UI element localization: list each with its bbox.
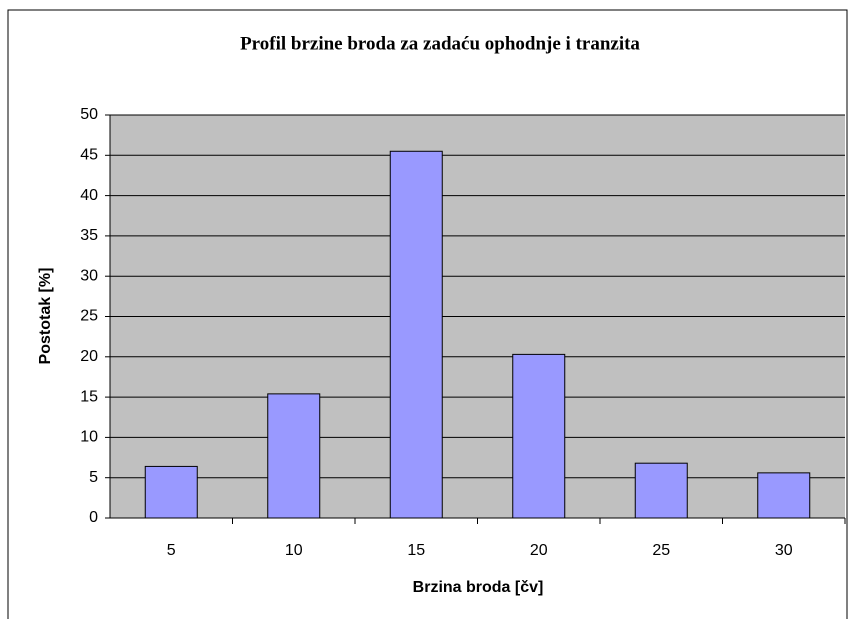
chart-frame [7,9,848,619]
bar [634,462,688,519]
y-tick-label: 10 [80,429,98,446]
x-tick-label: 10 [285,542,303,559]
y-tick-label: 15 [80,388,98,405]
y-tick-label: 25 [80,308,98,325]
y-tick-label: 30 [80,267,98,284]
bar [267,393,321,519]
y-tick-label: 0 [89,509,98,526]
x-tick-label: 15 [407,542,425,559]
bar [512,353,566,519]
y-tick-label: 5 [89,469,98,486]
x-tick-label: 25 [652,542,670,559]
bar [757,472,811,519]
y-tick-label: 20 [80,348,98,365]
y-tick-label: 45 [80,147,98,164]
y-axis-label: Postotak [%] [37,268,54,365]
bar [389,150,443,519]
x-tick-label: 30 [775,542,793,559]
y-tick-label: 35 [80,227,98,244]
y-tick-label: 50 [80,106,98,123]
x-axis-label: Brzina broda [čv] [413,579,544,596]
bar [144,465,198,519]
x-tick-label: 20 [530,542,548,559]
x-tick-label: 5 [167,542,176,559]
chart-title: Profil brzine broda za zadaću ophodnje i… [240,33,640,54]
y-tick-label: 40 [80,187,98,204]
